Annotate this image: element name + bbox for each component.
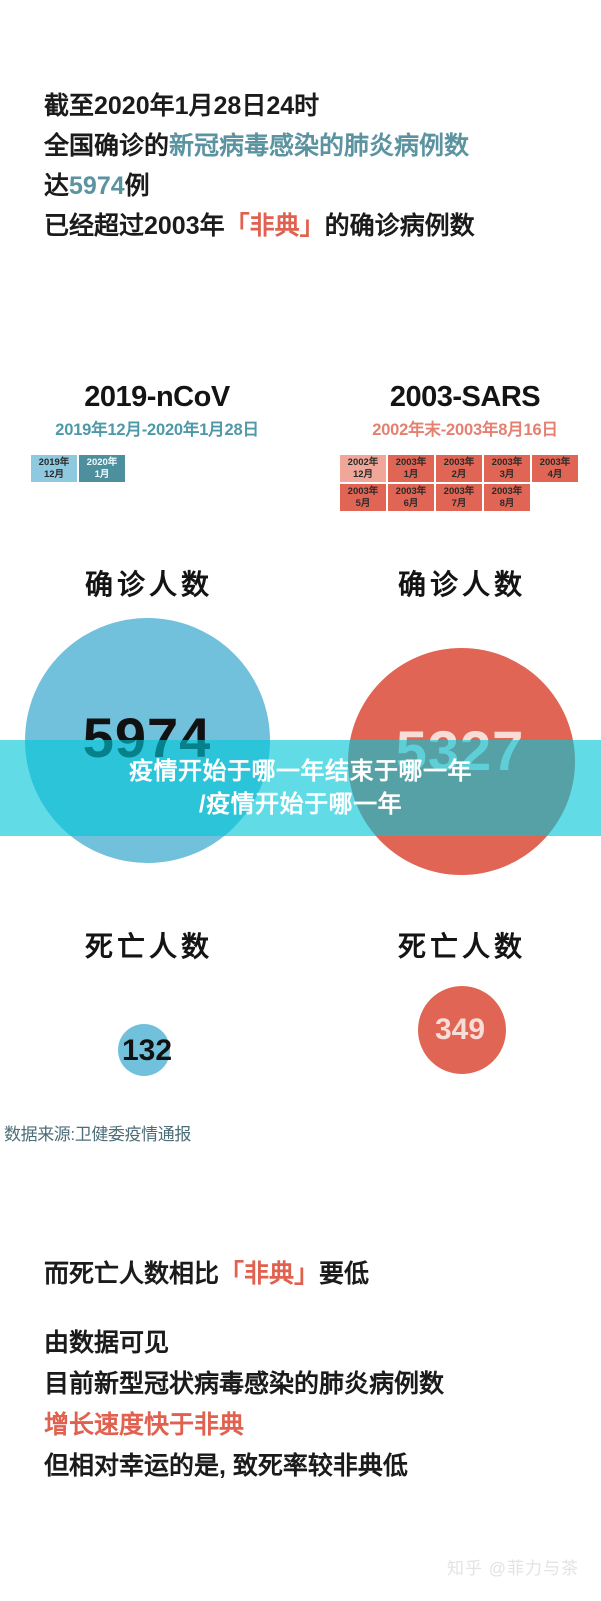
outro-paragraph: 而死亡人数相比「非典」要低 由数据可见 目前新型冠状病毒感染的肺炎病例数 增长速… <box>44 1254 564 1487</box>
month-chip: 2003年 7月 <box>436 484 482 511</box>
chip-year: 2003年 <box>491 457 523 468</box>
watermark-banner: 疫情开始于哪一年结束于哪一年 /疫情开始于哪一年 <box>0 740 601 836</box>
outro-spacer <box>44 1295 564 1323</box>
month-chip: 2003年 4月 <box>532 455 578 482</box>
ncov-deaths-value: 132 <box>121 1034 173 1067</box>
chip-year: 2002年 <box>347 457 379 468</box>
data-source-note: 数据来源:卫健委疫情通报 <box>4 1125 191 1144</box>
intro-line-1: 截至2020年1月28日24时 <box>44 92 320 120</box>
month-chip: 2002年 12月 <box>340 455 386 482</box>
chip-month: 1月 <box>403 468 419 480</box>
column-ncov: 2019-nCoV 2019年12月-2020年1月28日 2019年 12月 … <box>22 380 292 482</box>
chip-month: 12月 <box>43 468 65 480</box>
chip-year: 2020年 <box>86 457 118 468</box>
month-chip: 2003年 5月 <box>340 484 386 511</box>
sars-deaths-value: 349 <box>434 1013 486 1046</box>
intro-line-3-suffix: 例 <box>124 172 150 200</box>
chip-year: 2003年 <box>539 457 571 468</box>
outro-highlight-sars: 「非典」 <box>219 1260 320 1288</box>
ncov-deaths-label: 死亡人数 <box>84 931 213 962</box>
sars-deaths-bubble <box>418 986 506 1074</box>
zhihu-watermark: 知乎 @菲力与茶 <box>447 1559 579 1578</box>
month-chip: 2019年 12月 <box>31 455 77 482</box>
chip-year: 2003年 <box>347 486 379 497</box>
ncov-month-chips: 2019年 12月 2020年 1月 <box>22 455 292 482</box>
month-chip: 2003年 8月 <box>484 484 530 511</box>
sars-date-range: 2002年末-2003年8月16日 <box>372 421 558 439</box>
ncov-deaths-bubble <box>118 1024 170 1076</box>
chip-month: 12月 <box>352 468 374 480</box>
intro-highlight-sars: 「非典」 <box>224 212 325 240</box>
chip-month: 8月 <box>499 497 515 509</box>
intro-line-2-prefix: 全国确诊的 <box>44 132 170 160</box>
outro-line-5: 但相对幸运的是, 致死率较非典低 <box>44 1452 408 1480</box>
chip-month: 7月 <box>451 497 467 509</box>
chip-month: 1月 <box>94 468 110 480</box>
intro-line-4-suffix: 的确诊病例数 <box>324 212 475 240</box>
intro-case-count: 5974 <box>69 172 125 200</box>
chip-year: 2003年 <box>443 457 475 468</box>
chip-month: 4月 <box>547 468 563 480</box>
sars-deaths-label: 死亡人数 <box>397 931 526 962</box>
ncov-date-range: 2019年12月-2020年1月28日 <box>55 421 259 439</box>
banner-line-2: /疫情开始于哪一年 <box>198 791 403 818</box>
chip-year: 2003年 <box>491 486 523 497</box>
chip-year: 2003年 <box>395 457 427 468</box>
ncov-confirmed-label: 确诊人数 <box>84 569 213 600</box>
chip-month: 6月 <box>403 497 419 509</box>
intro-line-4: 已经超过2003年「非典」的确诊病例数 <box>44 206 564 246</box>
outro-line-1-suffix: 要低 <box>319 1260 370 1288</box>
chip-year: 2003年 <box>443 486 475 497</box>
column-sars: 2003-SARS 2002年末-2003年8月16日 2002年 12月 20… <box>330 380 600 511</box>
month-chip: 2020年 1月 <box>79 455 125 482</box>
outro-line-3: 目前新型冠状病毒感染的肺炎病例数 <box>44 1370 445 1398</box>
outro-line-2: 由数据可见 <box>44 1329 170 1357</box>
sars-title: 2003-SARS <box>389 381 541 413</box>
sars-month-chips: 2002年 12月 2003年 1月 2003年 2月 2003年 3月 200… <box>330 455 590 511</box>
month-chip: 2003年 2月 <box>436 455 482 482</box>
month-chip: 2003年 3月 <box>484 455 530 482</box>
ncov-title: 2019-nCoV <box>84 381 230 413</box>
intro-line-2: 全国确诊的新冠病毒感染的肺炎病例数 <box>44 126 564 166</box>
outro-line-1-prefix: 而死亡人数相比 <box>44 1260 220 1288</box>
chip-month: 3月 <box>499 468 515 480</box>
chip-month: 2月 <box>451 468 467 480</box>
intro-highlight-ncov: 新冠病毒感染的肺炎病例数 <box>169 132 470 160</box>
intro-line-4-prefix: 已经超过2003年 <box>44 212 225 240</box>
intro-line-3-prefix: 达 <box>44 172 70 200</box>
month-chip: 2003年 1月 <box>388 455 434 482</box>
sars-confirmed-label: 确诊人数 <box>397 569 526 600</box>
sars-deaths-value-wrap: 349 <box>325 1015 595 1045</box>
chip-month: 5月 <box>355 497 371 509</box>
chip-year: 2019年 <box>38 457 70 468</box>
intro-line-3: 达5974例 <box>44 166 564 206</box>
chip-year: 2003年 <box>395 486 427 497</box>
outro-line-4-highlight: 增长速度快于非典 <box>44 1411 245 1439</box>
ncov-deaths-value-wrap: 132 <box>12 1036 282 1066</box>
banner-line-1: 疫情开始于哪一年结束于哪一年 <box>129 758 472 785</box>
month-chip: 2003年 6月 <box>388 484 434 511</box>
outro-line-1: 而死亡人数相比「非典」要低 <box>44 1254 564 1295</box>
intro-paragraph: 截至2020年1月28日24时 全国确诊的新冠病毒感染的肺炎病例数 达5974例… <box>44 86 564 246</box>
